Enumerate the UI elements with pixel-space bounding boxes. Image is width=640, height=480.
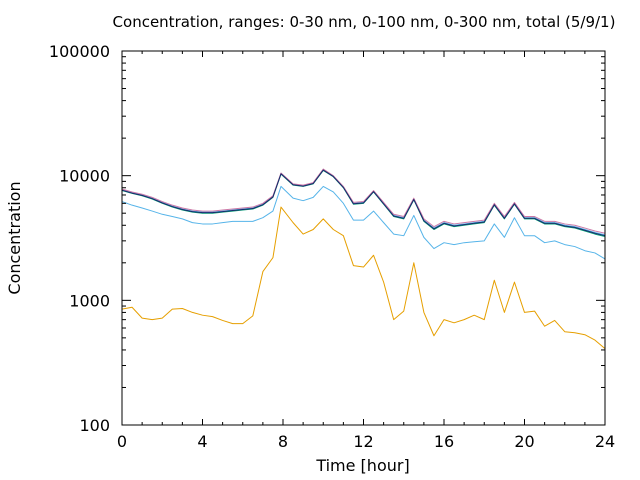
y-axis-title: Concentration bbox=[5, 181, 24, 294]
series-line-5 bbox=[121, 168, 606, 234]
y-tick-label: 10000 bbox=[59, 167, 110, 186]
chart-title: Concentration, ranges: 0-30 nm, 0-100 nm… bbox=[113, 13, 616, 31]
plot-area bbox=[121, 168, 606, 349]
series-line-2 bbox=[121, 185, 606, 260]
x-tick-label: 24 bbox=[595, 432, 615, 451]
axes: 0 4 8 12 16 20 24 100 1000 10000 100000 bbox=[49, 42, 615, 451]
x-tick-label: 20 bbox=[514, 432, 534, 451]
y-tick-label: 100 bbox=[79, 416, 110, 435]
series-line-1 bbox=[121, 206, 606, 349]
x-tick-label: 0 bbox=[117, 432, 127, 451]
x-tick-label: 8 bbox=[278, 432, 288, 451]
y-tick-label: 100000 bbox=[49, 42, 110, 61]
y-tick-label: 1000 bbox=[69, 291, 110, 310]
x-tick-label: 16 bbox=[434, 432, 454, 451]
x-tick-label: 4 bbox=[197, 432, 207, 451]
series-line-6 bbox=[121, 169, 606, 237]
x-axis-title: Time [hour] bbox=[315, 456, 409, 475]
x-tick-label: 12 bbox=[353, 432, 373, 451]
